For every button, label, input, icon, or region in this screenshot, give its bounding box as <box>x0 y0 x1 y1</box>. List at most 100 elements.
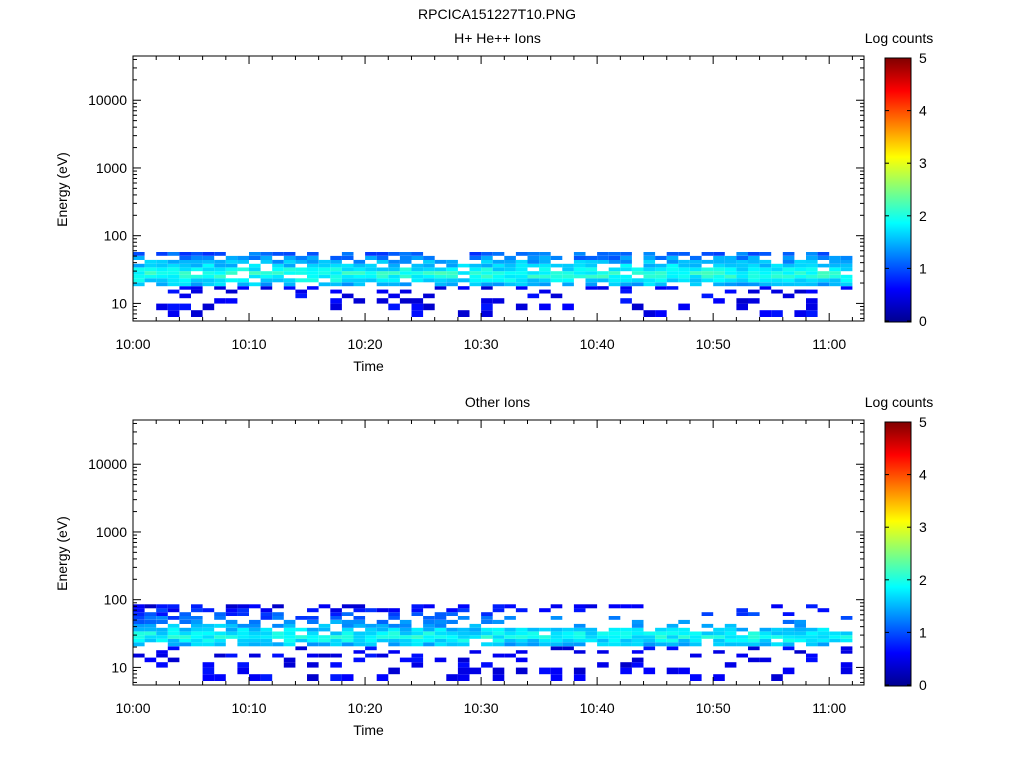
spectrogram-cell <box>156 650 168 654</box>
spectrogram-cell <box>817 271 830 275</box>
spectrogram-cell <box>388 667 400 675</box>
spectrogram-cell <box>840 259 853 264</box>
spectrogram-cell <box>840 646 853 651</box>
spectrogram-cell <box>573 274 586 279</box>
spectrogram-cell <box>411 608 424 613</box>
spectrogram-cell <box>249 635 261 639</box>
spectrogram-cell <box>179 252 191 256</box>
spectrogram-cell <box>829 255 841 260</box>
spectrogram-cell <box>504 282 516 287</box>
spectrogram-cell <box>840 286 853 290</box>
spectrogram-cell <box>492 282 505 287</box>
spectrogram-cell <box>144 657 157 663</box>
spectrogram-cell <box>539 289 551 294</box>
spectrogram-cell <box>411 252 424 256</box>
spectrogram-cell <box>353 274 366 279</box>
spectrogram-cell <box>469 667 482 675</box>
spectrogram-cell <box>724 255 737 260</box>
spectrogram-cell <box>504 278 516 283</box>
x-tick-label: 10:50 <box>696 700 731 716</box>
spectrogram-cell <box>144 274 157 279</box>
spectrogram-cell <box>608 631 621 636</box>
spectrogram-cell <box>341 674 354 681</box>
spectrogram-cell <box>214 616 226 620</box>
spectrogram-cell <box>376 274 389 279</box>
spectrogram-cell <box>550 631 563 636</box>
spectrogram-cell <box>748 646 760 651</box>
spectrogram-cell <box>840 635 853 639</box>
spectrogram-cell <box>133 255 145 260</box>
spectrogram-cell <box>202 271 215 275</box>
spectrogram-cell <box>492 278 505 283</box>
spectrogram-cell <box>469 631 482 636</box>
spectrogram-cell <box>191 623 203 628</box>
spectrogram-cell <box>597 635 609 639</box>
spectrogram-cell <box>272 623 284 628</box>
spectrogram-cell <box>527 627 540 632</box>
spectrogram-cell <box>631 627 644 632</box>
spectrogram-cell <box>840 255 853 260</box>
spectrogram-cell <box>423 619 435 624</box>
spectrogram-cell <box>318 274 331 279</box>
spectrogram-cell <box>260 274 273 279</box>
spectrogram-cell <box>539 608 551 613</box>
spectrogram-cell <box>156 604 168 609</box>
spectrogram-cell <box>144 604 157 609</box>
spectrogram-cell <box>353 631 366 636</box>
spectrogram-cell <box>446 267 458 272</box>
spectrogram-cell <box>562 303 574 311</box>
spectrogram-cell <box>260 271 273 275</box>
spectrogram-cell <box>527 259 540 264</box>
spectrogram-cell <box>550 271 563 275</box>
spectrogram-cell <box>643 274 656 279</box>
spectrogram-cell <box>631 282 644 287</box>
spectrogram-cell <box>573 631 586 636</box>
spectrogram-cell <box>133 616 145 620</box>
spectrogram-cell <box>411 638 424 643</box>
spectrogram-cell <box>806 310 818 317</box>
spectrogram-cell <box>283 623 296 628</box>
spectrogram-cell <box>423 638 435 643</box>
spectrogram-cell <box>724 638 737 643</box>
spectrogram-cell <box>353 282 366 287</box>
spectrogram-cell <box>782 274 795 279</box>
spectrogram-cell <box>341 293 354 299</box>
colorbar-tick-label: 1 <box>919 624 927 640</box>
spectrogram-cell <box>457 635 470 639</box>
spectrogram-cell <box>829 635 841 639</box>
spectrogram-cell <box>353 608 366 613</box>
spectrogram-cell <box>817 642 830 647</box>
spectrogram-cell <box>748 259 760 264</box>
spectrogram-cell <box>237 627 249 632</box>
spectrogram-cell <box>759 252 772 256</box>
spectrogram-cell <box>214 612 226 616</box>
spectrogram-cell <box>457 608 470 613</box>
spectrogram-cell <box>620 259 632 264</box>
spectrogram-cell <box>144 623 157 628</box>
spectrogram-cell <box>527 293 540 299</box>
spectrogram-cell <box>678 274 690 279</box>
spectrogram-cell <box>771 267 783 272</box>
spectrogram-cell <box>341 263 354 268</box>
spectrogram-cell <box>283 263 296 268</box>
spectrogram-cell <box>585 263 598 268</box>
spectrogram-cell <box>202 627 215 632</box>
spectrogram-cell <box>492 267 505 272</box>
spectrogram-cell <box>469 278 482 283</box>
spectrogram-cell <box>840 267 853 272</box>
spectrogram-cell <box>829 282 841 287</box>
y-tick-label: 10 <box>111 295 127 311</box>
spectrogram-cell <box>179 642 191 647</box>
spectrogram-cell <box>423 278 435 283</box>
spectrogram-cell <box>504 627 516 632</box>
spectrogram-cell <box>202 263 215 268</box>
spectrogram-cell <box>806 653 818 658</box>
spectrogram-cell <box>457 616 470 620</box>
spectrogram-cell <box>330 608 342 613</box>
spectrogram-cell <box>237 267 249 272</box>
spectrogram-cell <box>237 662 249 668</box>
spectrogram-cell <box>759 278 772 283</box>
spectrogram-cell <box>701 635 714 639</box>
spectrogram-cell <box>341 642 354 647</box>
y-axis-label: Energy (eV) <box>54 152 70 227</box>
